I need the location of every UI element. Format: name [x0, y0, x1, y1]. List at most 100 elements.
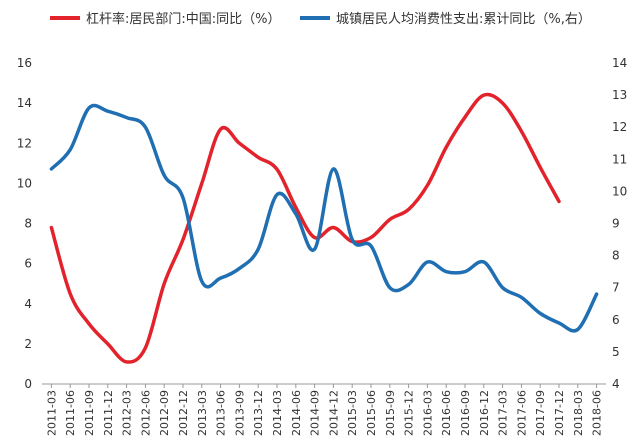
series-line-leverage: [49, 92, 561, 364]
data-point-consumption: [106, 110, 109, 113]
data-point-leverage: [163, 282, 166, 285]
data-point-leverage: [257, 156, 260, 159]
x-tick-label: 2012-09: [158, 390, 171, 436]
left-tick-label: 10: [17, 176, 32, 190]
x-tick-label: 2013-03: [196, 390, 209, 436]
x-tick-label: 2011-12: [102, 390, 115, 436]
x-tick-label: 2015-09: [384, 390, 397, 436]
left-tick-label: 6: [24, 257, 32, 271]
data-point-consumption: [351, 238, 354, 241]
x-tick-label: 2015-12: [403, 390, 416, 436]
left-tick-label: 8: [24, 217, 32, 231]
data-point-consumption: [313, 248, 316, 251]
data-point-consumption: [369, 244, 372, 247]
data-point-consumption: [557, 321, 560, 324]
legend-label-consumption: 城镇居民人均消费性支出:累计同比（%,右）: [336, 12, 591, 27]
data-point-leverage: [238, 142, 241, 145]
data-point-leverage: [50, 226, 53, 229]
x-tick-label: 2018-03: [572, 390, 585, 436]
data-point-leverage: [388, 218, 391, 221]
x-tick-label: 2011-09: [83, 390, 96, 436]
x-tick-label: 2011-03: [45, 390, 58, 436]
x-tick-label: 2017-12: [553, 390, 566, 436]
data-point-consumption: [163, 174, 166, 177]
data-point-consumption: [144, 126, 147, 129]
data-point-consumption: [482, 260, 485, 263]
data-point-leverage: [407, 208, 410, 211]
data-point-consumption: [539, 312, 542, 315]
x-tick-label: 2011-06: [64, 390, 77, 436]
x-tick-label: 2012-03: [121, 390, 134, 436]
x-tick-label: 2017-03: [497, 390, 510, 436]
left-tick-label: 4: [24, 297, 32, 311]
x-tick-label: 2013-06: [215, 390, 228, 436]
x-tick-label: 2012-12: [177, 390, 190, 436]
data-point-leverage: [69, 292, 72, 295]
data-point-consumption: [426, 260, 429, 263]
x-tick-label: 2017-06: [515, 390, 528, 436]
right-tick-label: 10: [612, 184, 627, 198]
right-tick-label: 4: [612, 377, 620, 391]
left-tick-label: 0: [24, 377, 32, 391]
x-tick-label: 2016-06: [440, 390, 453, 436]
data-point-leverage: [144, 346, 147, 349]
data-point-consumption: [388, 286, 391, 289]
right-tick-label: 13: [612, 88, 627, 102]
data-point-consumption: [257, 248, 260, 251]
data-point-leverage: [294, 206, 297, 209]
left-tick-label: 16: [17, 56, 32, 70]
x-tick-label: 2014-06: [290, 390, 303, 436]
data-point-leverage: [219, 128, 222, 131]
x-tick-label: 2016-12: [478, 390, 491, 436]
data-point-leverage: [557, 200, 560, 203]
left-tick-label: 2: [24, 337, 32, 351]
x-tick-label: 2012-06: [139, 390, 152, 436]
data-point-consumption: [595, 293, 598, 296]
x-tick-label: 2013-09: [233, 390, 246, 436]
data-point-leverage: [106, 342, 109, 345]
series-line-consumption: [49, 103, 599, 333]
data-point-consumption: [576, 328, 579, 331]
data-point-consumption: [275, 193, 278, 196]
data-point-leverage: [501, 102, 504, 105]
legend: 杠杆率:居民部门:中国:同比（%） 城镇居民人均消费性支出:累计同比（%,右）: [50, 11, 591, 27]
data-point-consumption: [181, 196, 184, 199]
left-tick-label: 14: [17, 96, 32, 110]
data-point-consumption: [445, 270, 448, 273]
data-point-consumption: [219, 276, 222, 279]
x-tick-label: 2014-12: [327, 390, 340, 436]
data-point-leverage: [539, 166, 542, 169]
data-point-consumption: [294, 212, 297, 215]
x-tick-label: 2014-09: [309, 390, 322, 436]
right-tick-label: 6: [612, 313, 620, 327]
right-tick-label: 12: [612, 120, 627, 134]
data-point-consumption: [407, 283, 410, 286]
data-point-consumption: [332, 167, 335, 170]
right-tick-label: 14: [612, 56, 627, 70]
right-tick-label: 9: [612, 217, 620, 231]
data-point-leverage: [482, 94, 485, 97]
data-point-leverage: [181, 238, 184, 241]
data-point-consumption: [501, 286, 504, 289]
data-point-leverage: [332, 226, 335, 229]
data-point-consumption: [463, 270, 466, 273]
data-point-leverage: [369, 236, 372, 239]
legend-label-leverage: 杠杆率:居民部门:中国:同比（%）: [86, 11, 281, 27]
right-tick-label: 5: [612, 345, 620, 359]
data-point-leverage: [275, 168, 278, 171]
data-point-consumption: [238, 267, 241, 270]
right-tick-label: 8: [612, 249, 620, 263]
data-point-consumption: [87, 106, 90, 109]
data-point-leverage: [463, 116, 466, 119]
data-point-consumption: [125, 116, 128, 119]
x-tick-label: 2017-09: [534, 390, 547, 436]
data-point-consumption: [69, 148, 72, 151]
left-tick-label: 12: [17, 136, 32, 150]
data-point-leverage: [200, 182, 203, 185]
data-point-leverage: [520, 130, 523, 133]
x-tick-label: 2018-06: [591, 390, 604, 436]
x-tick-label: 2013-12: [252, 390, 265, 436]
right-tick-label: 7: [612, 281, 620, 295]
data-point-leverage: [125, 360, 128, 363]
